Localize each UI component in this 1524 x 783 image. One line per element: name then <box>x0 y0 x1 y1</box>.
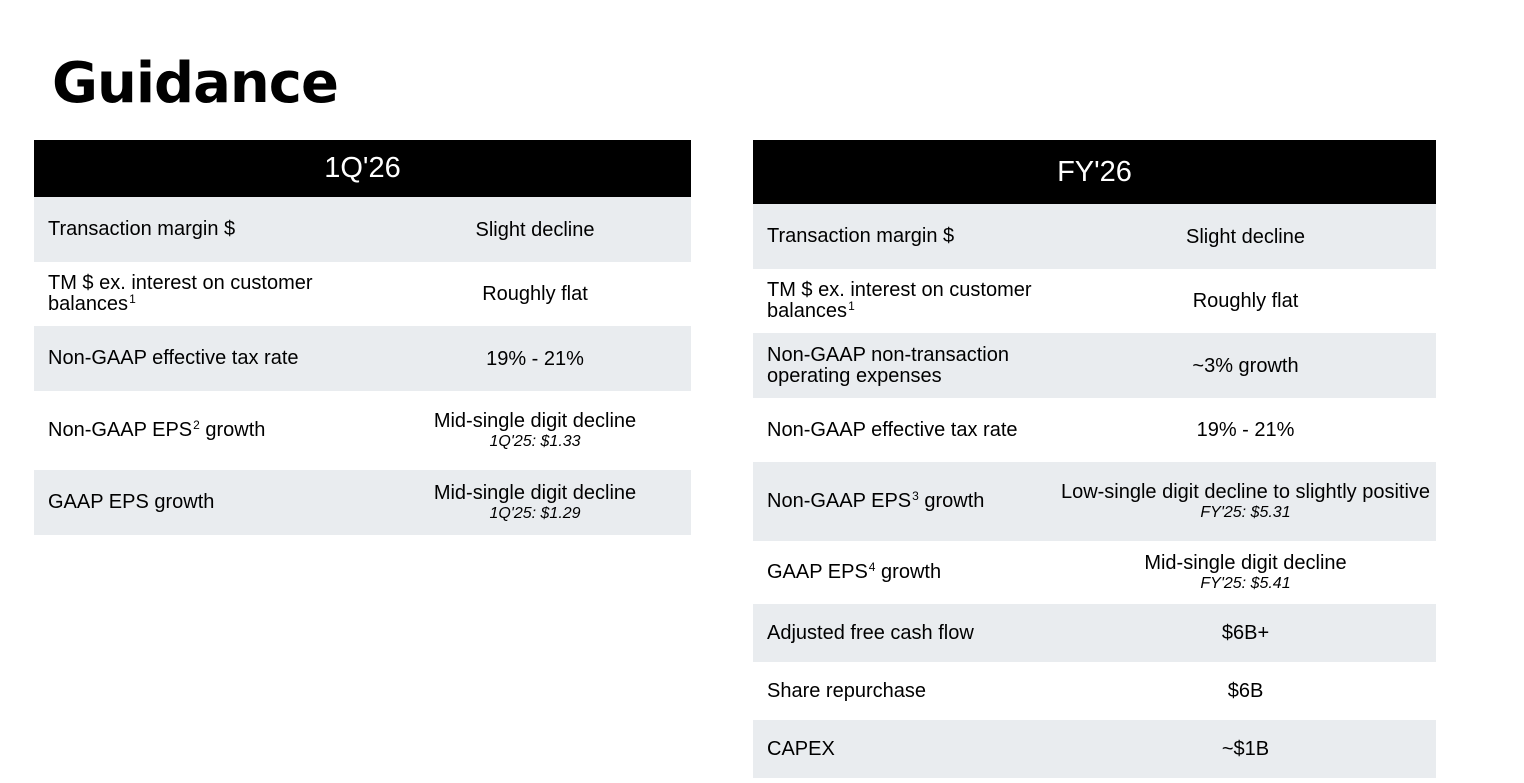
prior-year-note: FY'25: $5.31 <box>1200 503 1291 521</box>
row-value: $6B <box>1227 680 1264 702</box>
row-label: Share repurchase <box>767 679 926 702</box>
table-row: Share repurchase $6B <box>753 662 1436 720</box>
full-year-guidance-table: FY'26 Transaction margin $ Slight declin… <box>753 140 1436 778</box>
row-value-text: Mid-single digit decline <box>433 481 637 504</box>
row-label-text: Non-GAAP EPS <box>767 490 912 512</box>
row-label-text: TM $ ex. interest on customer balances <box>767 279 1032 322</box>
table-row: TM $ ex. interest on customer balances1 … <box>753 269 1436 333</box>
row-label-text: Non-GAAP EPS <box>48 419 193 441</box>
row-label: TM $ ex. interest on customer balances1 <box>753 280 1055 322</box>
row-value: 19% - 21% <box>486 347 584 370</box>
row-label: Non-GAAP effective tax rate <box>48 347 299 369</box>
row-label-suffix: growth <box>205 419 266 441</box>
table-row: Non-GAAP effective tax rate 19% - 21% <box>34 326 691 391</box>
row-label: Adjusted free cash flow <box>767 621 974 644</box>
table-row: Non-GAAP EPS2 growth Mid-single digit de… <box>34 391 691 470</box>
table-row: Non-GAAP EPS3 growth Low-single digit de… <box>753 462 1436 541</box>
row-value: Low-single digit decline to slightly pos… <box>1055 481 1436 523</box>
row-label: Non-GAAP EPS2 growth <box>34 418 379 441</box>
row-value: Slight decline <box>1186 225 1305 248</box>
page-title: Guidance <box>52 51 339 116</box>
footnote-marker: 3 <box>912 489 919 503</box>
footnote-marker: 2 <box>193 418 200 432</box>
quarter-guidance-table: 1Q'26 Transaction margin $ Slight declin… <box>34 140 691 535</box>
row-label: Transaction margin $ <box>48 218 236 240</box>
row-value: Mid-single digit decline FY'25: $5.41 <box>1055 552 1436 594</box>
prior-year-note: 1Q'25: $1.33 <box>489 432 581 450</box>
row-label: Non-GAAP effective tax rate <box>767 418 1018 441</box>
table-row: Transaction margin $ Slight decline <box>34 197 691 262</box>
table-row: Transaction margin $ Slight decline <box>753 204 1436 269</box>
row-value: 19% - 21% <box>1196 419 1295 441</box>
row-label-suffix: growth <box>924 490 985 512</box>
prior-year-note: FY'25: $5.41 <box>1200 574 1291 592</box>
row-value: ~$1B <box>1221 738 1270 760</box>
table-row: Adjusted free cash flow $6B+ <box>753 604 1436 662</box>
quarter-table-header: 1Q'26 <box>34 140 691 197</box>
row-label: TM $ ex. interest on customer balances1 <box>34 273 379 315</box>
row-label-text: GAAP EPS <box>767 561 868 583</box>
prior-year-note: 1Q'25: $1.29 <box>489 504 581 522</box>
row-value: Mid-single digit decline 1Q'25: $1.29 <box>379 482 691 524</box>
row-label: Non-GAAP EPS3 growth <box>753 489 1055 512</box>
row-value: Roughly flat <box>482 283 588 305</box>
row-value: ~3% growth <box>1192 354 1299 377</box>
table-row: GAAP EPS growth Mid-single digit decline… <box>34 470 691 535</box>
row-label: GAAP EPS4 growth <box>753 560 1055 583</box>
row-label: CAPEX <box>767 737 835 760</box>
table-row: GAAP EPS4 growth Mid-single digit declin… <box>753 541 1436 604</box>
table-row: Non-GAAP effective tax rate 19% - 21% <box>753 398 1436 462</box>
footnote-marker: 1 <box>129 292 136 306</box>
row-value: Roughly flat <box>1192 290 1299 312</box>
footnote-marker: 1 <box>848 299 855 313</box>
footnote-marker: 4 <box>868 560 876 574</box>
row-label: Non-GAAP non-transaction operating expen… <box>767 343 1009 387</box>
row-label: Transaction margin $ <box>767 225 955 247</box>
row-value: Slight decline <box>475 218 595 241</box>
row-value: Mid-single digit decline 1Q'25: $1.33 <box>379 410 691 452</box>
row-label: GAAP EPS growth <box>48 491 215 513</box>
table-row: CAPEX ~$1B <box>753 720 1436 778</box>
row-label-suffix: growth <box>881 561 942 583</box>
row-value-text: Mid-single digit decline <box>433 409 637 432</box>
table-row: Non-GAAP non-transaction operating expen… <box>753 333 1436 398</box>
row-label-text: TM $ ex. interest on customer balances <box>48 272 313 315</box>
full-year-table-header: FY'26 <box>753 140 1436 204</box>
row-value-text: Low-single digit decline to slightly pos… <box>1060 480 1431 503</box>
row-value-text: Mid-single digit decline <box>1144 551 1347 574</box>
row-value: $6B+ <box>1221 622 1270 644</box>
table-row: TM $ ex. interest on customer balances1 … <box>34 262 691 326</box>
